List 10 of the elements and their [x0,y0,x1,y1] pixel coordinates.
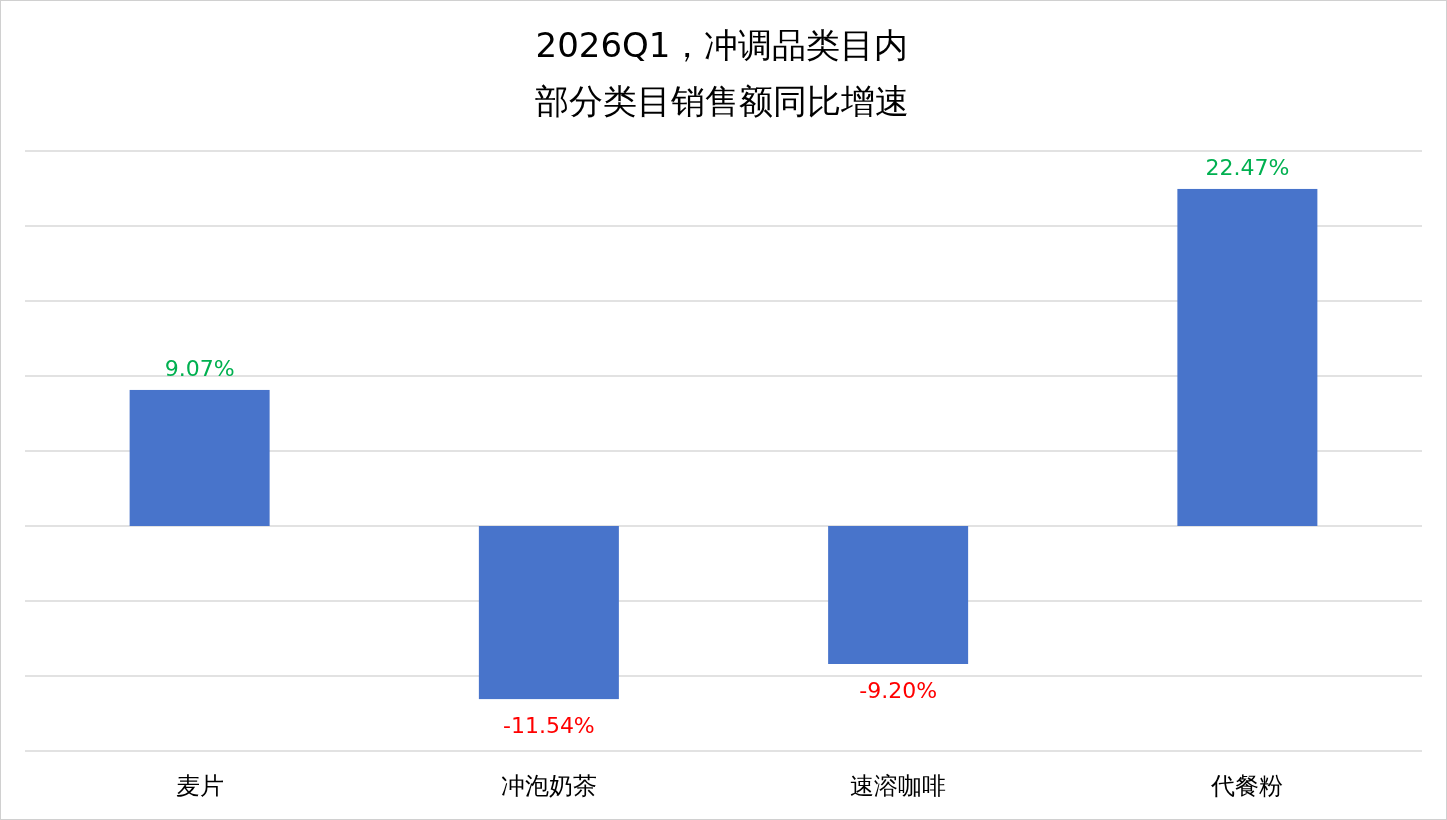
data-label: -9.20% [859,678,938,703]
data-label: -11.54% [502,713,595,739]
data-label: 9.07% [164,355,235,381]
data-label: 22.47% [1205,154,1290,180]
chart-title: 2026Q1，冲调品类目内 [535,25,909,65]
chart-subtitle: 部分类目销售额同比增速 [535,81,909,121]
x-tick-label: 麦片 [175,772,224,800]
x-tick-label: 冲泡奶茶 [500,772,597,800]
x-tick-label: 速溶咖啡 [850,772,947,800]
x-tick-label: 代餐粉 [1210,772,1284,800]
